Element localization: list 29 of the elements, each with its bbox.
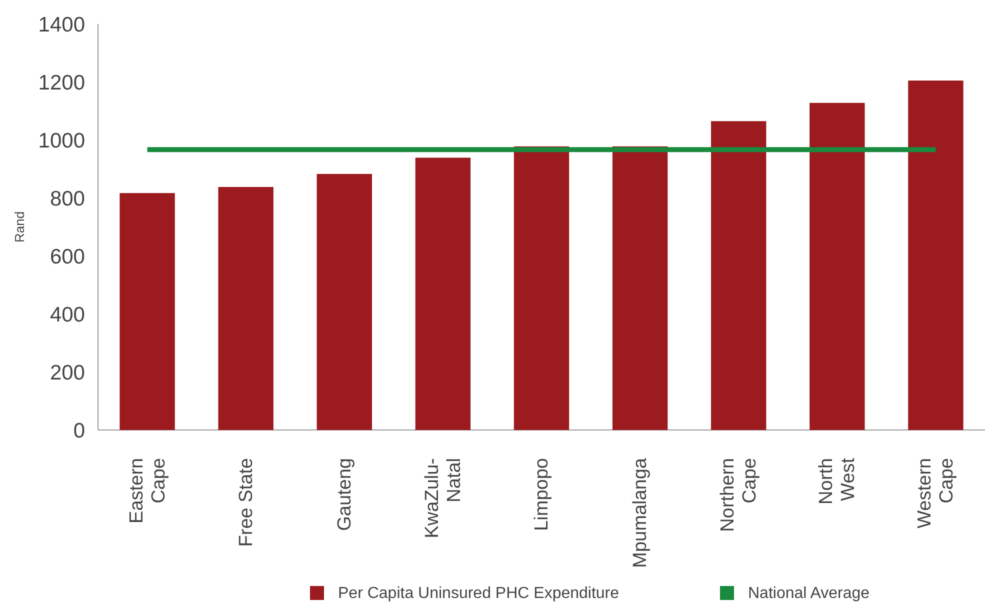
x-tick-label: Limpopo [532,458,552,531]
bar [218,186,274,430]
x-tick-label: North West [816,457,860,504]
bar [612,146,668,430]
x-tick-label: Northern Cape [718,458,761,532]
y-tick-label: 600 [50,245,85,268]
y-tick-label: 200 [50,361,85,384]
y-tick-label: 1400 [38,13,85,36]
y-axis-title: Rand [12,211,27,243]
y-tick-label: 0 [73,419,85,442]
bar [711,121,766,430]
legend-label: National Average [748,585,870,602]
legend-label: Per Capita Uninsured PHC Expenditure [338,585,620,602]
x-tick-label: Mpumalanga [630,458,652,568]
x-tick-label: KwaZulu- Natal [422,458,465,538]
bar [316,174,372,430]
bar [415,158,471,430]
x-tick-label: Western Cape [914,458,958,528]
bar [908,80,964,430]
x-tick-label: Gauteng [334,458,356,531]
bar [514,146,570,430]
x-tick-label: Free State [236,458,257,547]
y-tick-label: 400 [50,303,85,326]
y-tick-label: 800 [50,187,85,210]
y-tick-label: 1000 [38,129,85,152]
bar [810,102,865,430]
bar [120,193,175,430]
y-tick-label: 1200 [38,71,85,94]
x-tick-label: Eastern Cape [126,458,170,524]
